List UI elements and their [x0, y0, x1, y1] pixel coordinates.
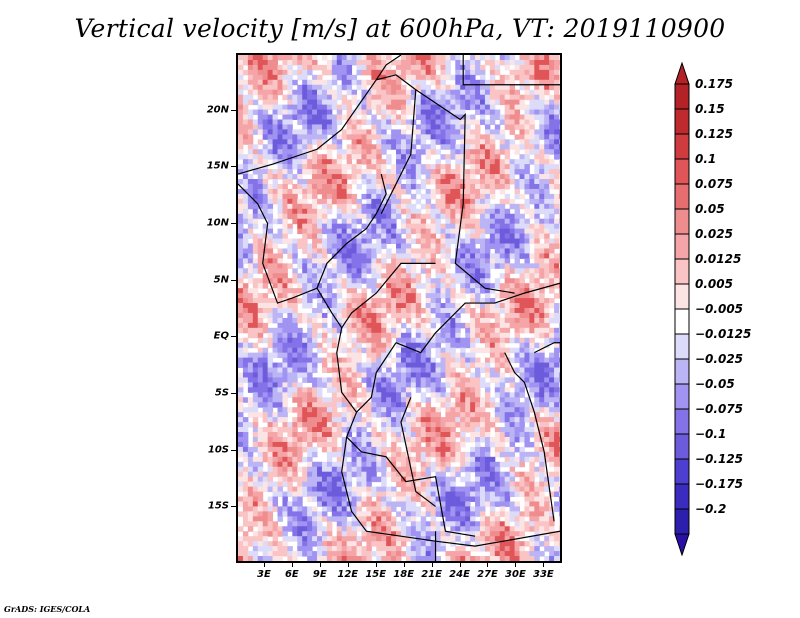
colorbar-label: −0.1 [695, 427, 727, 441]
country-boundary [336, 327, 397, 414]
country-boundary [395, 282, 560, 354]
lat-tick-label: 10S [207, 444, 229, 456]
grads-credit: GrADS: IGES/COLA [4, 604, 91, 614]
country-boundary [316, 262, 436, 329]
colorbar-label: 0.15 [695, 102, 725, 116]
lon-tick [347, 563, 349, 567]
velocity-cells [238, 55, 560, 561]
lon-tick [431, 563, 433, 567]
lon-tick [515, 563, 517, 567]
lat-tick [231, 506, 236, 508]
country-boundary [316, 173, 387, 289]
colorbar-segment [674, 233, 690, 260]
colorbar-segment [674, 108, 690, 135]
lon-tick-label: 21E [421, 569, 442, 580]
lat-tick [231, 223, 236, 224]
country-boundary [415, 89, 515, 294]
colorbar-segment [674, 183, 690, 210]
colorbar-segment [674, 433, 690, 460]
colorbar-segment [674, 333, 690, 360]
lat-tick [231, 279, 236, 281]
colorbar-label: 0.175 [695, 77, 733, 91]
colorbar-segment [674, 383, 690, 410]
country-boundary [534, 342, 560, 354]
colorbar-label: 0.05 [695, 202, 725, 216]
lon-tick-label: 30E [505, 569, 526, 580]
lon-tick-label: 12E [337, 569, 359, 580]
colorbar-segment [674, 508, 690, 535]
lon-tick-label: 9E [312, 569, 327, 580]
colorbar-label: −0.075 [695, 402, 744, 416]
lon-tick-label: 15E [365, 569, 387, 580]
colorbar-segment [674, 158, 690, 185]
country-boundary [375, 55, 402, 81]
lon-tick-label: 6E [284, 569, 299, 580]
lat-tick-label: 20N [206, 104, 229, 116]
colorbar-label: 0.125 [695, 127, 733, 141]
lon-tick-label: 24E [449, 569, 470, 580]
country-boundary [345, 411, 476, 537]
colorbar-label: 0.025 [695, 227, 733, 241]
lon-tick [487, 563, 489, 567]
lat-tick [231, 393, 236, 394]
lat-tick [231, 166, 236, 168]
colorbar-label: −0.005 [695, 302, 744, 316]
colorbar [674, 62, 690, 556]
lat-tick-label: EQ [213, 330, 229, 342]
colorbar-label: −0.175 [695, 477, 744, 491]
colorbar-segment [674, 408, 690, 435]
lat-tick-label: 15S [207, 500, 229, 512]
lon-tick-label: 27E [477, 569, 498, 580]
colorbar-segment [674, 283, 690, 310]
lon-tick-label: 3E [257, 569, 271, 580]
colorbar-segment [674, 458, 690, 485]
colorbar-segment [674, 258, 690, 285]
colorbar-label: 0.075 [695, 177, 733, 191]
lon-tick [291, 563, 293, 567]
lon-tick [459, 563, 461, 567]
lat-tick-label: 5N [213, 274, 229, 286]
lon-tick [543, 563, 545, 567]
lon-tick [403, 563, 405, 567]
lon-tick-label: 33E [532, 569, 554, 580]
country-boundary [238, 74, 417, 175]
colorbar-label: −0.025 [695, 352, 744, 366]
lat-tick-label: 15N [206, 160, 229, 172]
colorbar-label: 0.005 [695, 277, 733, 291]
colorbar-label: 0.1 [695, 152, 717, 166]
country-boundary [504, 352, 555, 522]
country-boundary [238, 183, 318, 304]
vertical-velocity-field [238, 55, 560, 561]
country-boundary [462, 55, 560, 86]
lon-tick-label: 18E [393, 569, 415, 580]
lat-tick-label: 10N [206, 217, 229, 229]
colorbar-segment [674, 308, 690, 335]
lon-tick [375, 563, 377, 567]
colorbar-segment [674, 208, 690, 235]
colorbar-segment [674, 483, 690, 510]
lat-tick-label: 5S [214, 387, 229, 399]
colorbar-label: −0.05 [695, 377, 735, 391]
lat-tick [231, 449, 236, 451]
colorbar-label: −0.125 [695, 452, 744, 466]
country-boundary [341, 436, 560, 547]
colorbar-segment [674, 133, 690, 160]
country-boundary [400, 397, 436, 507]
lon-tick [319, 563, 321, 567]
colorbar-segment [674, 83, 690, 110]
colorbar-label: −0.0125 [695, 327, 752, 341]
lat-tick [231, 109, 236, 111]
colorbar-label: −0.2 [695, 502, 727, 516]
colorbar-segment [674, 358, 690, 385]
colorbar-label: 0.0125 [695, 252, 742, 266]
colorbar-top-arrow [674, 62, 690, 85]
map-plot-area [236, 53, 562, 563]
lon-tick [263, 563, 265, 567]
plot-title: Vertical velocity [m/s] at 600hPa, VT: 2… [74, 14, 726, 43]
lat-tick [231, 336, 236, 338]
country-boundary [380, 89, 417, 215]
colorbar-bottom-arrow [674, 533, 690, 556]
